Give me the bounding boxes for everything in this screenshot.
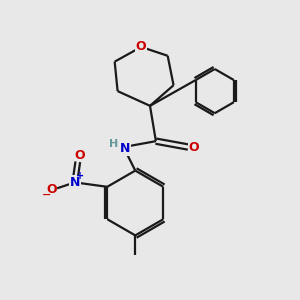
Text: −: − (42, 190, 51, 200)
Text: O: O (136, 40, 146, 53)
Text: O: O (74, 149, 85, 162)
Text: N: N (70, 176, 80, 189)
Text: N: N (120, 142, 130, 155)
Text: O: O (46, 183, 57, 196)
Text: O: O (189, 141, 200, 154)
Text: H: H (109, 139, 118, 148)
Text: +: + (76, 171, 84, 181)
